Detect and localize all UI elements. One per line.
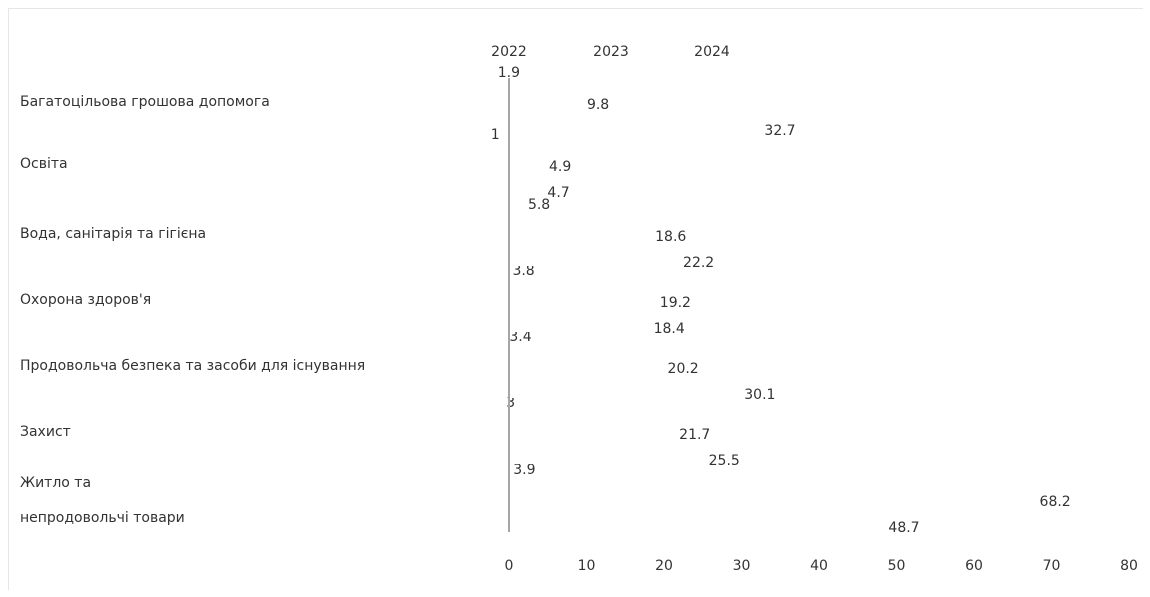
category-label-6-line-1: непродовольчі товари [20, 510, 185, 526]
data-label-2024-3: 18.4 [654, 321, 685, 337]
data-label-2022-0: 1.9 [498, 65, 520, 81]
data-label-2024-2: 22.2 [683, 255, 714, 271]
category-label-2: Вода, санітарія та гігієна [20, 226, 206, 242]
bar-2024-2 [509, 250, 682, 266]
bar-2022-1 [509, 140, 517, 156]
category-label-3: Охорона здоров'я [20, 292, 151, 308]
x-tick-label-20: 20 [655, 558, 673, 574]
bar-2022-2 [509, 210, 554, 226]
bar-2023-3 [509, 298, 658, 314]
bar-2023-5 [509, 430, 678, 446]
data-label-2024-6: 48.7 [888, 520, 919, 536]
category-label-0: Багатоцільова грошова допомога [20, 94, 270, 110]
x-tick-label-0: 0 [505, 558, 514, 574]
x-tick-label-30: 30 [733, 558, 751, 574]
bar-2023-2 [509, 232, 654, 248]
x-tick-label-80: 80 [1120, 558, 1138, 574]
data-label-2022-2: 5.8 [528, 197, 550, 213]
x-tick-label-40: 40 [810, 558, 828, 574]
bar-2023-0 [509, 100, 585, 116]
legend-item-2023: 2023 [593, 44, 629, 60]
category-label-1: Освіта [20, 156, 68, 172]
bar-2023-1 [509, 162, 547, 178]
data-label-2023-3: 19.2 [660, 295, 691, 311]
data-label-2023-2: 18.6 [655, 229, 686, 245]
bar-2024-5 [509, 448, 707, 464]
data-label-2023-4: 20.2 [668, 361, 699, 377]
category-label-5: Захист [20, 424, 71, 440]
data-label-2024-0: 32.7 [764, 123, 795, 139]
legend-item-2024: 2024 [694, 44, 730, 60]
legend-item-2022: 2022 [491, 44, 527, 60]
bar-2022-4 [509, 342, 536, 358]
bar-2023-4 [509, 364, 666, 380]
x-tick-label-50: 50 [888, 558, 906, 574]
bar-2022-3 [509, 276, 539, 292]
x-tick-label-60: 60 [965, 558, 983, 574]
bar-2022-6 [509, 475, 540, 491]
data-label-2023-0: 9.8 [587, 97, 609, 113]
bar-2024-6 [509, 515, 887, 531]
bar-2024-0 [509, 118, 763, 134]
chart-frame [8, 8, 1143, 590]
data-label-2024-5: 25.5 [709, 453, 740, 469]
data-label-2022-1: 1 [491, 127, 500, 143]
data-label-2023-5: 21.7 [679, 427, 710, 443]
bar-2024-1 [509, 180, 546, 196]
bar-2024-3 [509, 316, 652, 332]
bar-2022-0 [509, 78, 524, 94]
x-tick-label-70: 70 [1043, 558, 1061, 574]
category-label-4: Продовольча безпека та засоби для існува… [20, 358, 365, 374]
data-label-2022-4: 3.4 [509, 329, 531, 345]
data-label-2023-6: 68.2 [1040, 494, 1071, 510]
bar-2022-5 [509, 408, 533, 424]
bar-2024-4 [509, 382, 743, 398]
data-label-2022-3: 3.8 [512, 263, 534, 279]
x-tick-label-10: 10 [578, 558, 596, 574]
data-label-2022-6: 3.9 [513, 462, 535, 478]
data-label-2024-4: 30.1 [744, 387, 775, 403]
data-label-2023-1: 4.9 [549, 159, 571, 175]
bar-2023-6 [509, 497, 1038, 513]
data-label-2024-1: 4.7 [547, 185, 569, 201]
data-label-2022-5: 3 [506, 395, 515, 411]
category-label-6-line-0: Житло та [20, 475, 91, 491]
